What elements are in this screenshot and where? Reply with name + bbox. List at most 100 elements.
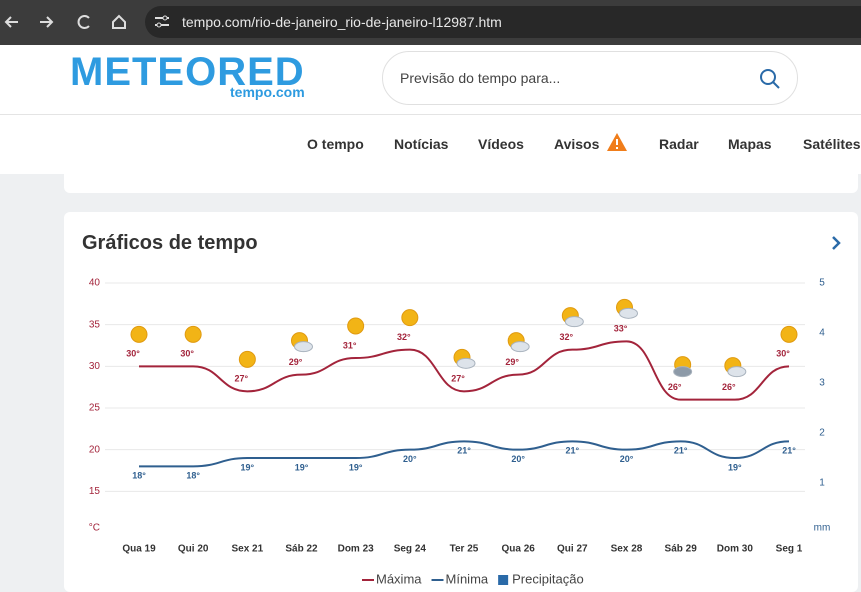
y2-tick-label: 3 xyxy=(819,378,825,389)
logo-subtitle: tempo.com xyxy=(230,84,305,100)
data-label: 18° xyxy=(132,471,146,481)
weather-icon xyxy=(184,325,202,343)
data-label: 20° xyxy=(403,454,417,464)
x-tick-label: Qua 19 xyxy=(122,544,156,555)
nav-bar xyxy=(0,115,861,174)
y2-tick-label: 1 xyxy=(819,478,825,489)
data-label: 19° xyxy=(241,462,255,472)
x-tick-label: Sáb 29 xyxy=(665,544,698,555)
y-tick-label: 25 xyxy=(89,403,101,414)
chart: °C 15 20 25 30 35 40 mm 1 2 3 4 5 Qua 19 Qui 20 Sex 21 S… xyxy=(89,278,831,587)
x-tick-label: Qua 26 xyxy=(501,544,535,555)
nav-item[interactable]: Vídeos xyxy=(478,136,524,152)
legend-label: Precipitação xyxy=(512,571,584,586)
data-label: 27° xyxy=(451,374,465,384)
data-label: 30° xyxy=(776,349,790,359)
data-label: 30° xyxy=(180,349,194,359)
browser-buttons xyxy=(4,14,126,29)
data-label: 21° xyxy=(674,446,688,456)
x-tick-label: Seg 24 xyxy=(394,544,427,555)
data-label: 21° xyxy=(566,446,580,456)
back-button[interactable] xyxy=(4,16,18,28)
weather-icon xyxy=(780,325,798,343)
weather-icon xyxy=(673,366,693,378)
data-label: 19° xyxy=(295,462,309,472)
data-label: 26° xyxy=(722,382,736,392)
x-tick-label: Sáb 22 xyxy=(285,544,318,555)
forward-button[interactable] xyxy=(40,16,54,28)
x-tick-label: Sex 21 xyxy=(231,544,263,555)
address-bar[interactable]: tempo.com/rio-de-janeiro_rio-de-janeiro-… xyxy=(145,6,861,38)
data-label: 30° xyxy=(126,349,140,359)
series-line xyxy=(139,440,790,468)
x-tick-label: Sex 28 xyxy=(611,544,643,555)
logo[interactable]: METEORED xyxy=(70,50,305,94)
y-tick-label: °C xyxy=(89,523,100,534)
y2-tick-label: mm xyxy=(814,523,831,534)
x-tick-label: Seg 1 xyxy=(776,544,803,555)
y-tick-label: 20 xyxy=(89,444,101,455)
data-label: 19° xyxy=(349,462,363,472)
weather-icon xyxy=(347,317,365,335)
y2-tick-label: 2 xyxy=(819,428,825,439)
legend-swatch xyxy=(498,575,509,585)
weather-icon xyxy=(294,341,313,353)
chevron[interactable] xyxy=(830,235,842,251)
data-label: 20° xyxy=(620,454,634,464)
y-tick-label: 15 xyxy=(89,486,101,497)
home-button[interactable] xyxy=(112,14,126,29)
x-tick-label: Dom 23 xyxy=(338,544,375,555)
nav-item[interactable]: Radar xyxy=(659,136,699,152)
nav-item[interactable]: Mapas xyxy=(728,136,772,152)
browser-bar: tempo.com/rio-de-janeiro_rio-de-janeiro-… xyxy=(0,0,861,45)
y2-tick-label: 5 xyxy=(819,278,825,289)
weather-icon xyxy=(238,350,256,368)
data-label: 29° xyxy=(505,357,519,367)
search-box[interactable]: Previsão do tempo para... xyxy=(382,51,798,105)
data-label: 21° xyxy=(457,446,471,456)
data-label: 31° xyxy=(343,340,357,350)
nav-item[interactable]: Notícias xyxy=(394,136,449,152)
series-line xyxy=(139,340,790,401)
y2-tick-label: 4 xyxy=(819,328,825,339)
legend-label: Máxima xyxy=(376,571,422,586)
legend-label: Mínima xyxy=(446,571,489,586)
card-edge xyxy=(64,174,858,193)
x-tick-label: Qui 20 xyxy=(178,544,209,555)
nav-item[interactable]: Avisos xyxy=(554,136,600,152)
url-text: tempo.com/rio-de-janeiro_rio-de-janeiro-… xyxy=(182,14,502,30)
data-label: 27° xyxy=(235,374,249,384)
data-label: 20° xyxy=(511,454,525,464)
weather-icon xyxy=(456,357,476,369)
reload-button[interactable] xyxy=(77,15,90,29)
nav-item[interactable]: Satélites xyxy=(803,136,861,152)
data-label: 21° xyxy=(782,446,796,456)
card-title: Gráficos de tempo xyxy=(82,232,258,254)
y-tick-label: 40 xyxy=(89,278,101,289)
data-label: 32° xyxy=(397,332,411,342)
nav-item[interactable]: O tempo xyxy=(307,136,364,152)
search-placeholder: Previsão do tempo para... xyxy=(400,70,561,86)
data-label: 33° xyxy=(614,324,628,334)
y-tick-label: 35 xyxy=(89,319,101,330)
data-label: 18° xyxy=(186,471,200,481)
x-tick-label: Qui 27 xyxy=(557,544,588,555)
weather-icon xyxy=(510,341,530,353)
x-tick-label: Ter 25 xyxy=(450,544,479,555)
y-tick-label: 30 xyxy=(89,361,101,372)
weather-icon xyxy=(564,316,584,328)
warning-icon xyxy=(607,133,627,151)
search-icon[interactable] xyxy=(759,68,781,90)
data-label: 26° xyxy=(668,382,682,392)
weather-icon xyxy=(130,325,148,343)
weather-icon xyxy=(727,366,747,378)
data-label: 32° xyxy=(560,332,574,342)
site-info-icon[interactable] xyxy=(154,15,170,29)
data-label: 19° xyxy=(728,462,742,472)
weather-icon xyxy=(401,309,419,327)
x-tick-label: Dom 30 xyxy=(717,544,754,555)
chart-card xyxy=(64,212,858,592)
data-label: 29° xyxy=(289,357,303,367)
